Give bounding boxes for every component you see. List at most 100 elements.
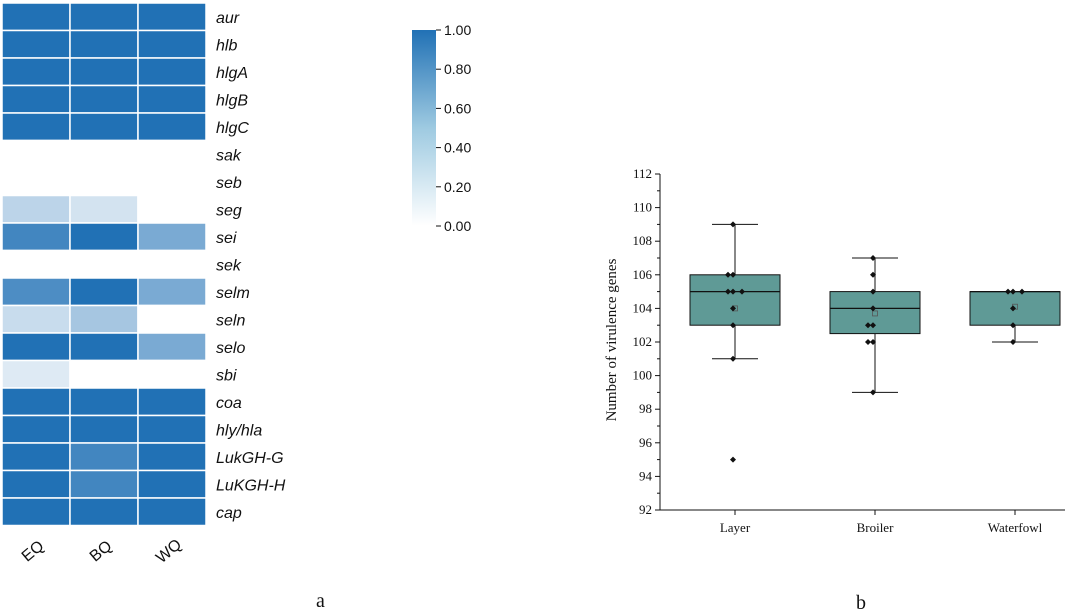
row-label: sak — [216, 147, 242, 164]
row-label: seln — [216, 312, 245, 329]
row-label: selm — [216, 285, 250, 302]
data-point — [725, 288, 731, 295]
x-tick-label: Broiler — [857, 520, 894, 535]
heatmap-cell — [137, 139, 207, 169]
column-label: EQ — [19, 538, 48, 566]
x-tick-label: Waterfowl — [988, 520, 1043, 535]
heatmap-column-labels: EQ BQ WQ — [19, 536, 185, 567]
heatmap-cell — [1, 442, 71, 472]
column-label: WQ — [153, 536, 185, 567]
y-tick-label: 92 — [639, 502, 652, 517]
row-label: sei — [216, 230, 237, 247]
heatmap-cell — [1, 222, 71, 252]
heatmap-cell — [137, 249, 207, 279]
heatmap-cell — [1, 194, 71, 224]
data-point — [870, 271, 876, 278]
heatmap-cell — [69, 304, 139, 334]
row-label: hlgB — [216, 92, 248, 109]
boxplot-axes: 92 94 96 98 100 102 104 106 108 110 112 Layer Broile… — [633, 166, 1065, 535]
y-tick-label: 110 — [633, 200, 652, 215]
heatmap-cell — [137, 112, 207, 142]
row-label: coa — [216, 395, 242, 412]
y-tick-label: 98 — [639, 401, 652, 416]
box — [689, 274, 781, 326]
heatmap-cell — [1, 112, 71, 142]
data-point — [1010, 322, 1016, 329]
heatmap-cell — [137, 442, 207, 472]
heatmap-cell — [69, 222, 139, 252]
colorbar-tick-label: 0.20 — [444, 179, 471, 195]
y-tick-label: 104 — [633, 300, 653, 315]
heatmap-cell — [69, 249, 139, 279]
heatmap-cell — [137, 359, 207, 389]
heatmap-cell — [1, 387, 71, 417]
heatmap-cell — [69, 387, 139, 417]
data-point — [870, 322, 876, 329]
row-label: LukGH-G — [216, 450, 284, 467]
y-tick-label: 100 — [633, 368, 653, 383]
heatmap-cell — [69, 29, 139, 59]
heatmap-cell — [137, 222, 207, 252]
row-label: cap — [216, 505, 242, 522]
x-tick-label: Layer — [720, 520, 751, 535]
heatmap-cell — [1, 167, 71, 197]
boxplot-chart: 92 94 96 98 100 102 104 106 108 110 112 Layer Broile… — [604, 166, 1065, 535]
heatmap-cell — [137, 2, 207, 32]
y-tick-label: 112 — [633, 166, 652, 181]
heatmap-cell — [137, 277, 207, 307]
heatmap-cell — [69, 57, 139, 87]
heatmap-cell — [69, 2, 139, 32]
heatmap-cell — [69, 139, 139, 169]
heatmap-cell — [1, 139, 71, 169]
data-point — [870, 305, 876, 312]
data-point — [870, 389, 876, 396]
heatmap-cell — [137, 387, 207, 417]
row-label: hlgA — [216, 65, 248, 82]
data-point — [730, 456, 736, 463]
colorbar-tick-label: 0.00 — [444, 218, 471, 234]
heatmap-cell — [69, 194, 139, 224]
y-axis-label: Number of virulence genes — [604, 258, 620, 421]
data-point — [865, 339, 871, 345]
data-point — [1010, 305, 1016, 312]
heatmap-cell — [69, 167, 139, 197]
data-point — [730, 288, 736, 295]
colorbar — [412, 30, 436, 226]
y-tick-label: 102 — [633, 334, 653, 349]
heatmap-cell — [69, 497, 139, 527]
heatmap-cell — [69, 277, 139, 307]
heatmap-cell — [137, 167, 207, 197]
data-point — [1005, 288, 1011, 295]
heatmap-cell — [1, 332, 71, 362]
heatmap-cell — [1, 277, 71, 307]
data-point — [730, 271, 736, 278]
mean-marker — [872, 310, 878, 317]
heatmap-cell — [1, 304, 71, 334]
heatmap-cell — [137, 414, 207, 444]
heatmap-row-labels: aur hlb hlgA hlgB hlgC sak seb seg sei sek selm sel… — [216, 10, 286, 522]
row-label: seg — [216, 202, 242, 219]
colorbar-tick-label: 0.80 — [444, 61, 471, 77]
data-point — [865, 322, 871, 329]
heatmap-cell — [1, 29, 71, 59]
heatmap-cell — [1, 2, 71, 32]
heatmap-chart: aur hlb hlgA hlgB hlgC sak seb seg sei sek selm sel… — [1, 2, 471, 567]
data-point — [870, 288, 876, 295]
y-tick-label: 96 — [639, 435, 653, 450]
heatmap-cell — [69, 469, 139, 499]
heatmap-cell — [137, 469, 207, 499]
column-label: BQ — [87, 538, 116, 566]
panel-label-a: a — [316, 590, 325, 612]
y-tick-label: 94 — [639, 468, 653, 483]
row-label: seb — [216, 175, 242, 192]
data-point — [870, 255, 876, 261]
heatmap-cell — [137, 194, 207, 224]
y-tick-label: 108 — [633, 233, 653, 248]
heatmap-cell — [1, 359, 71, 389]
heatmap-cell — [137, 332, 207, 362]
heatmap-cell — [137, 497, 207, 527]
heatmap-cell — [1, 497, 71, 527]
row-label: hlgC — [216, 120, 249, 137]
data-point — [870, 339, 876, 345]
colorbar-tick-label: 0.60 — [444, 100, 471, 116]
